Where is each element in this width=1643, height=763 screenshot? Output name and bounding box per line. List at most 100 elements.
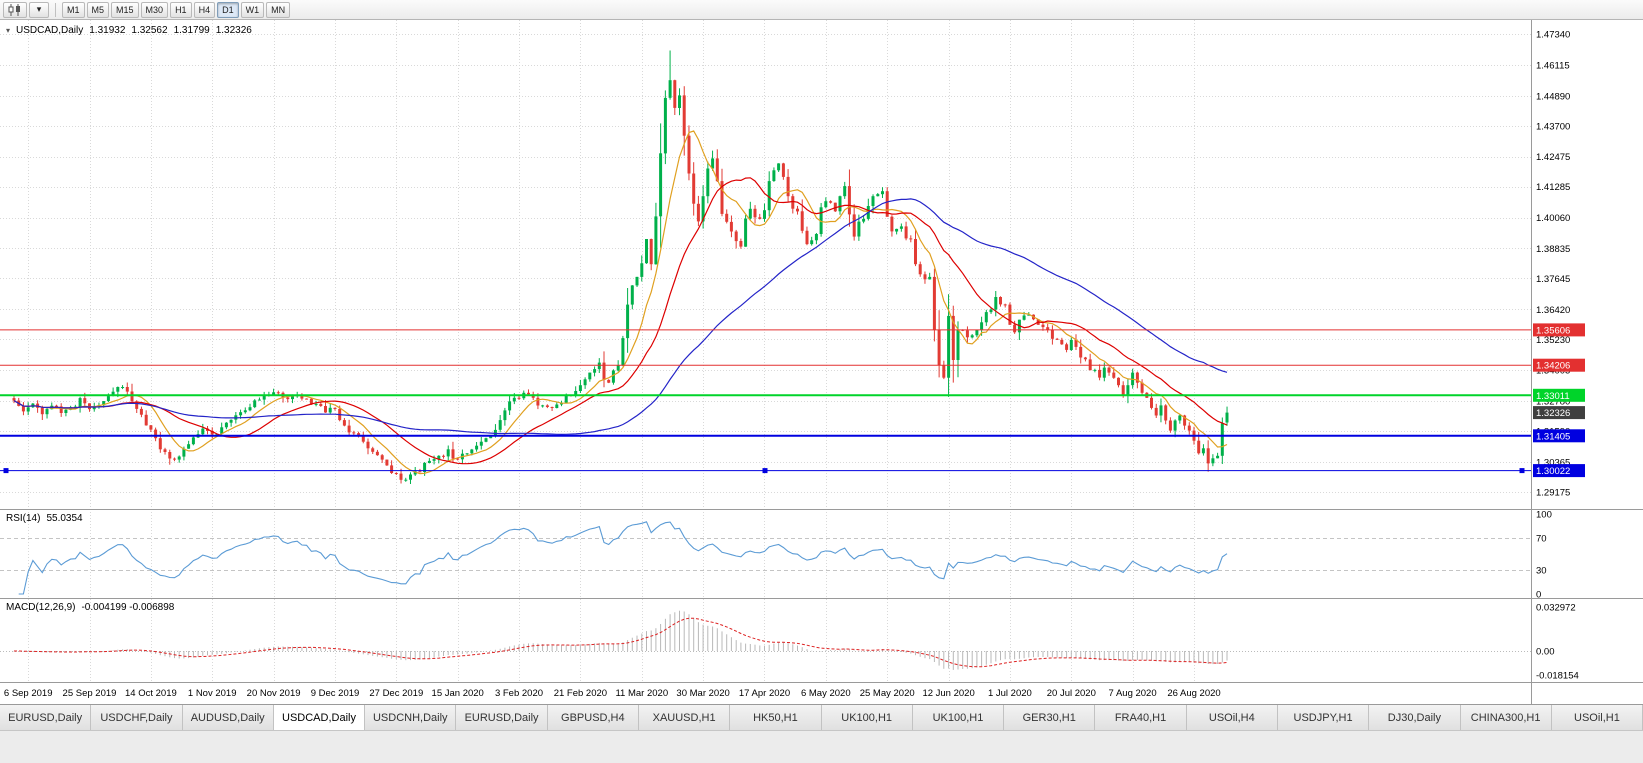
timeframe-button-H4[interactable]: H4 [193,1,216,18]
timeframe-button-M5[interactable]: M5 [86,1,110,18]
tab-USDCNH-Daily[interactable]: USDCNH,Daily [365,705,457,730]
price-axis-label: 1.42475 [1536,152,1570,163]
ohlc-low: 1.31799 [173,25,210,36]
rsi-axis-label: 100 [1536,510,1552,521]
date-axis-label: 6 Sep 2019 [4,688,53,699]
timeframe-button-D1[interactable]: D1 [217,1,239,18]
tab-USOil-H1[interactable]: USOil,H1 [1551,705,1643,730]
tab-USDCHF-Daily[interactable]: USDCHF,Daily [91,705,183,730]
rsi-line [18,521,1228,595]
price-axis-label: 1.40060 [1536,213,1570,224]
hline-selection-handle[interactable] [3,468,9,474]
svg-text:1.34206: 1.34206 [1536,361,1570,372]
tab-GER30-H1[interactable]: GER30,H1 [1004,705,1096,730]
ohlc-close: 1.32326 [215,25,252,36]
macd-indicator-name: MACD(12,26,9) [6,602,76,613]
rsi-indicator-label: RSI(14) 55.0354 [6,513,83,524]
rsi-axis-label: 30 [1536,566,1547,577]
svg-text:1.35606: 1.35606 [1536,325,1570,336]
timeframe-button-M15[interactable]: M15 [111,1,139,18]
chart-type-dropdown[interactable]: ▾ [29,1,49,18]
tab-USDCAD-Daily[interactable]: USDCAD,Daily [273,705,366,730]
time-axis[interactable]: 6 Sep 2019 25 Sep 2019 14 Oct 2019 1 Nov 20… [4,688,1221,699]
price-badge: 1.31405 [1533,429,1585,443]
macd-histogram [13,610,1228,670]
date-axis-label: 21 Feb 2020 [554,688,607,699]
date-axis-label: 3 Feb 2020 [495,688,543,699]
price-axis[interactable]: 1.47340 1.46115 1.44890 1.43700 1.42475 1.412… [1536,30,1570,499]
price-axis-label: 1.36420 [1536,305,1570,316]
one-click-trading-toggle[interactable]: ▾ [6,25,11,35]
price-axis-label: 1.46115 [1536,61,1570,72]
price-axis-label: 1.30365 [1536,458,1570,469]
macd-signal-line [14,617,1228,668]
ohlc-high: 1.32562 [131,25,168,36]
date-axis-label: 15 Jan 2020 [432,688,484,699]
macd-axis-label: -0.018154 [1536,671,1579,682]
tab-HK50-H1[interactable]: HK50,H1 [730,705,822,730]
timeframe-button-MN[interactable]: MN [266,1,291,18]
hline-selection-handle[interactable] [1519,468,1525,474]
tab-FRA40-H1[interactable]: FRA40,H1 [1095,705,1187,730]
tab-EURUSD-Daily[interactable]: EURUSD,Daily [456,705,548,730]
date-axis-label: 12 Jun 2020 [922,688,974,699]
svg-text:1.30022: 1.30022 [1536,466,1570,477]
rsi-panel: 100 70 30 0 [0,510,1552,601]
macd-panel: 0.032972 0.00 -0.018154 [0,603,1579,682]
candles [12,50,1229,484]
price-axis-label: 1.47340 [1536,30,1570,41]
rsi-axis-label: 0 [1536,590,1541,601]
rsi-axis-label: 70 [1536,534,1547,545]
macd-axis-label: 0.032972 [1536,603,1576,614]
price-badge: 1.35606 [1533,323,1585,337]
timeframe-button-M1[interactable]: M1 [62,1,85,18]
macd-indicator-label: MACD(12,26,9) -0.004199 -0.006898 [6,602,174,613]
price-axis-label: 1.44890 [1536,91,1570,102]
rsi-indicator-name: RSI(14) [6,513,41,524]
toolbar-separator [55,2,56,17]
timeframe-button-M30[interactable]: M30 [140,1,169,18]
chart-symbol-ohlc-label: ▾ USDCAD,Daily 1.31932 1.32562 1.31799 1… [6,25,252,36]
date-axis-label: 1 Jul 2020 [988,688,1032,699]
tab-USDJPY-H1[interactable]: USDJPY,H1 [1277,705,1370,730]
chart-type-button[interactable] [3,1,27,18]
price-badge: 1.32326 [1533,406,1585,420]
price-axis-label: 1.41285 [1536,182,1570,193]
price-chart[interactable]: 1.47340 1.46115 1.44890 1.43700 1.42475 1.412… [0,20,1643,704]
tab-EURUSD-Daily[interactable]: EURUSD,Daily [0,705,92,730]
macd-indicator-values: -0.004199 -0.006898 [81,602,175,613]
tab-XAUUSD-H1[interactable]: XAUUSD,H1 [638,705,731,730]
date-axis-label: 20 Jul 2020 [1047,688,1096,699]
date-axis-label: 17 Apr 2020 [739,688,790,699]
date-axis-label: 30 Mar 2020 [676,688,729,699]
hline-selection-handle[interactable] [762,468,768,474]
tab-DJ30-Daily[interactable]: DJ30,Daily [1369,705,1461,730]
date-axis-label: 6 May 2020 [801,688,851,699]
price-badge: 1.34206 [1533,358,1585,372]
date-axis-label: 26 Aug 2020 [1167,688,1220,699]
date-axis-label: 27 Dec 2019 [369,688,423,699]
svg-text:1.33011: 1.33011 [1536,391,1570,402]
price-axis-label: 1.29175 [1536,488,1570,499]
ma-8-line [13,130,1228,475]
date-axis-label: 25 Sep 2019 [63,688,117,699]
timeframe-button-W1[interactable]: W1 [240,1,265,18]
tab-CHINA300-H1[interactable]: CHINA300,H1 [1460,705,1552,730]
tab-USOil-H4[interactable]: USOil,H4 [1186,705,1278,730]
timeframe-button-H1[interactable]: H1 [170,1,192,18]
chart-tabs-bar: EURUSD,Daily USDCHF,Daily AUDUSD,Daily USDC… [0,704,1643,730]
macd-axis-label: 0.00 [1536,647,1555,658]
svg-text:1.31405: 1.31405 [1536,431,1570,442]
tab-GBPUSD-H4[interactable]: GBPUSD,H4 [547,705,639,730]
date-axis-label: 1 Nov 2019 [188,688,237,699]
price-axis-label: 1.38835 [1536,244,1570,255]
status-bar [0,730,1643,763]
candlestick-icon [8,3,20,16]
date-axis-label: 7 Aug 2020 [1109,688,1157,699]
tab-AUDUSD-Daily[interactable]: AUDUSD,Daily [182,705,274,730]
svg-text:1.32326: 1.32326 [1536,408,1570,419]
tab-UK100-H1[interactable]: UK100,H1 [912,705,1005,730]
ohlc-open: 1.31932 [89,25,126,36]
tab-UK100-H1[interactable]: UK100,H1 [821,705,913,730]
